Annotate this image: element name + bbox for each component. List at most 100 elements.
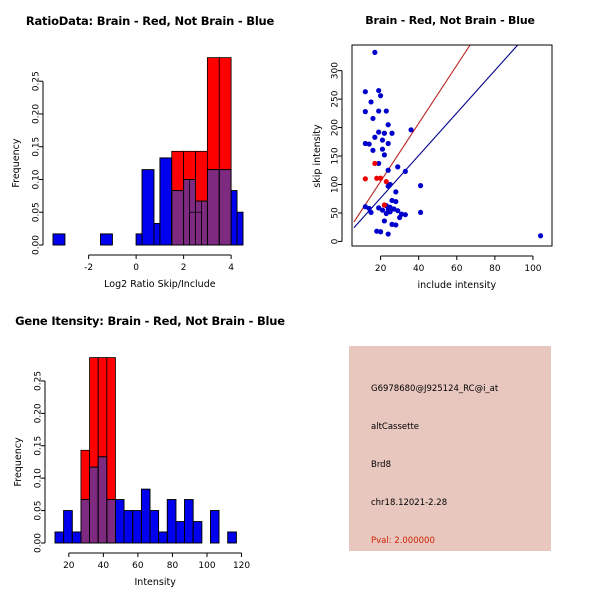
histogram-bar-blue	[227, 531, 237, 544]
scatter-point	[385, 183, 391, 189]
y-tick-label: 0.10	[32, 169, 42, 189]
scatter-point	[385, 122, 391, 128]
scatter-point	[370, 115, 376, 122]
x-tick-label: 120	[233, 561, 250, 571]
histogram-bar-blue	[210, 510, 220, 544]
histogram-bar-outline	[236, 211, 244, 246]
x-tick-label: 40	[413, 264, 425, 274]
histogram-bar-blue	[149, 510, 160, 544]
gene-intensity-panel: Gene Itensity: Brain - Red, Not Brain - …	[0, 300, 300, 600]
scatter-point	[362, 109, 368, 115]
histogram-bar-blue	[140, 488, 151, 544]
scatter-point	[389, 221, 395, 227]
scatter-point	[381, 130, 387, 136]
y-tick-label: 100	[331, 176, 341, 193]
gene-plot-title: Gene Itensity: Brain - Red, Not Brain - …	[15, 314, 285, 328]
y-tick-label: 0.20	[34, 403, 44, 423]
ratio-plot-title: RatioData: Brain - Red, Not Brain - Blue	[25, 14, 275, 28]
scatter-point	[402, 168, 408, 175]
scatter-series	[362, 49, 544, 239]
histogram-bar-outline	[52, 233, 66, 246]
histogram-bar-blue	[52, 233, 66, 246]
x-tick-label: 80	[489, 264, 501, 274]
scatter-point	[402, 212, 408, 218]
y-tick-label: 50	[331, 207, 341, 219]
x-tick-label: 2	[181, 263, 187, 273]
y-axis-title: skip intensity	[312, 124, 323, 188]
histogram-bar-outline	[210, 510, 220, 544]
y-tick-label: 0.10	[34, 468, 44, 488]
histogram-bar-blue	[159, 157, 173, 246]
y-tick-label: 250	[331, 90, 341, 107]
scatter-point	[397, 214, 403, 221]
x-axis-title: include intensity	[417, 280, 496, 291]
scatter-point	[372, 134, 378, 140]
scatter-point	[383, 179, 389, 185]
x-tick-label: -2	[84, 263, 93, 273]
y-tick-label: 200	[331, 119, 341, 136]
scatter-point	[376, 205, 382, 211]
histogram-bar-overlap	[97, 456, 108, 544]
x-tick-label: 100	[198, 561, 215, 571]
x-axis-title: Intensity	[135, 577, 177, 588]
scatter-point	[395, 164, 401, 170]
y-tick-label: 0.15	[34, 436, 44, 456]
scatter-point	[383, 210, 389, 217]
ratio-histogram-chart: 0.00 0.05 0.10 0.15 0.20 0.25 Frequency -2 0 2 4 Lo…	[11, 57, 244, 290]
intensity-scatter-panel: Brain - Red, Not Brain - Blue 0 50 100 150 2…	[300, 0, 600, 300]
histogram-bar-blue	[192, 521, 203, 544]
scatter-point	[362, 140, 368, 147]
y-tick-label: 0.25	[32, 71, 42, 91]
y-tick-label: 300	[331, 62, 341, 79]
scatter-point	[366, 205, 372, 212]
histogram-bar-red	[171, 150, 185, 192]
gene-intensity-chart: 0.00 0.05 0.10 0.15 0.20 0.25 Frequency 20 40 60 8…	[13, 357, 250, 588]
scatter-point	[376, 108, 382, 114]
scatter-point	[393, 189, 399, 195]
scatter-series	[362, 160, 389, 208]
scatter-point	[379, 146, 386, 152]
histogram-bar-blue	[123, 510, 134, 544]
x-axis-title: Log2 Ratio Skip/Include	[104, 279, 216, 290]
y-tick-label: 0.05	[32, 202, 42, 222]
gene-info-panel: G6978680@J925124_RC@i_at altCassette Brd…	[300, 300, 600, 600]
x-tick-label: 20	[63, 561, 75, 571]
event-type-text: altCassette	[371, 422, 420, 432]
scatter-point	[385, 231, 391, 237]
x-tick-label: 20	[375, 264, 387, 274]
scatter-point	[379, 137, 386, 143]
x-tick-label: 0	[133, 263, 139, 273]
scatter-point	[379, 207, 386, 213]
scatter-point	[381, 152, 387, 158]
histogram-bar-red	[106, 357, 116, 500]
scatter-point	[387, 204, 393, 210]
scatter-point	[383, 108, 389, 114]
histogram-bar-blue	[71, 531, 82, 544]
scatter-point	[385, 167, 391, 173]
scatter-point	[374, 228, 380, 234]
histogram-bar-blue	[135, 233, 143, 246]
scatter-point	[393, 198, 399, 205]
x-tick-label: 60	[132, 561, 144, 571]
histogram-bar-blue	[184, 499, 194, 544]
scatter-point	[368, 209, 374, 216]
histogram-bar-blue	[166, 499, 177, 544]
scatter-point	[393, 222, 399, 228]
scatter-point	[381, 202, 387, 208]
scatter-point	[377, 175, 384, 181]
scatter-point	[417, 183, 424, 189]
histogram-bar-outline	[100, 233, 113, 246]
scatter-point	[372, 49, 378, 56]
scatter-point	[381, 218, 387, 224]
x-tick-label: 80	[167, 561, 179, 571]
scatter-point	[408, 127, 414, 133]
histogram-bar-red	[89, 357, 99, 468]
scatter-plot-title: Brain - Red, Not Brain - Blue	[365, 14, 535, 27]
scatter-point	[372, 160, 378, 167]
histogram-bar-red	[206, 57, 220, 171]
histogram-bar-overlap	[218, 169, 232, 246]
histogram-bar-overlap	[89, 466, 99, 544]
histogram-bar-outline	[63, 510, 73, 544]
y-tick-label: 0.25	[34, 371, 44, 391]
scatter-point	[374, 175, 380, 181]
